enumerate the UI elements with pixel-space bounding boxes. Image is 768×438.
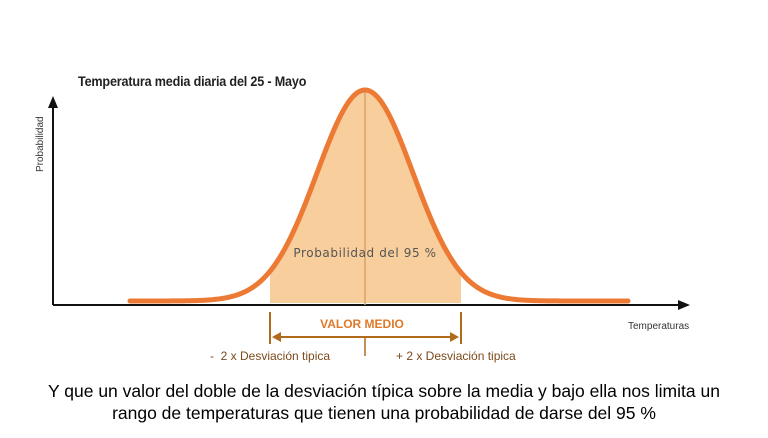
mean-label: VALOR MEDIO: [320, 317, 404, 331]
y-axis-arrow-icon: [48, 96, 58, 108]
x-axis-arrow-icon: [678, 300, 690, 310]
caption: Y que un valor del doble de la desviació…: [0, 380, 768, 424]
caption-line-1: Y que un valor del doble de la desviació…: [48, 381, 720, 401]
y-axis-label: Probabilidad: [35, 116, 46, 172]
caption-line-2: rango de temperaturas que tienen una pro…: [112, 403, 656, 423]
diagram-title: Temperatura media diaria del 25 - Mayo: [78, 73, 307, 89]
brace-left-arrow-icon: [272, 332, 281, 342]
x-axis-label: Temperaturas: [628, 321, 689, 332]
brace-right-arrow-icon: [450, 332, 459, 342]
minus-two-sd-label: - 2 x Desviación tipica: [210, 349, 330, 363]
plus-two-sd-label: + 2 x Desviación tipica: [396, 349, 516, 363]
region-label: Probabilidad del 95 %: [293, 246, 436, 260]
bell-curve: [127, 87, 631, 304]
